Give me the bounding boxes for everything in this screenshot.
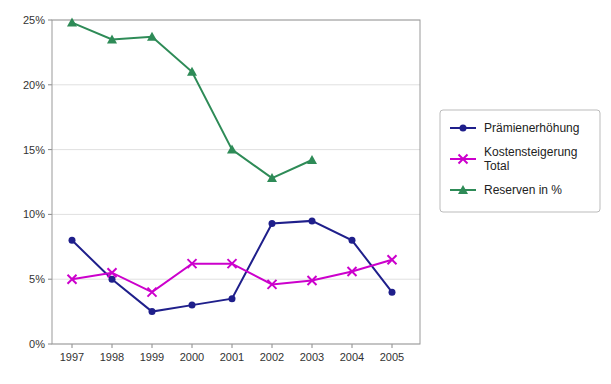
marker — [67, 18, 77, 27]
legend-marker — [460, 125, 467, 132]
y-tick — [48, 279, 52, 280]
x-tick-label: 1999 — [140, 351, 164, 363]
y-tick-label: 20% — [23, 79, 45, 91]
data — [67, 18, 397, 316]
x-tick-label: 1998 — [100, 351, 124, 363]
x-tick — [152, 344, 153, 348]
y-tick-label: 15% — [23, 144, 45, 156]
marker — [348, 267, 357, 276]
y-tick-label: 25% — [23, 14, 45, 26]
y-tick — [48, 214, 52, 215]
grid-line — [52, 84, 420, 85]
marker — [227, 145, 237, 154]
x-tick — [232, 344, 233, 348]
legend-label-line: Total — [484, 159, 509, 173]
x-tick-label: 2002 — [260, 351, 284, 363]
marker — [269, 220, 276, 227]
legend-label-line: Prämienerhöhung — [484, 121, 579, 135]
legend-box — [440, 110, 600, 212]
legend-label-line: Kostensteigerung — [484, 145, 577, 159]
marker — [229, 295, 236, 302]
marker — [149, 308, 156, 315]
series — [68, 255, 397, 296]
y-tick-label: 0% — [29, 338, 45, 350]
grid-line — [52, 149, 420, 150]
y-tick — [48, 20, 52, 21]
x-tick-label: 2004 — [340, 351, 364, 363]
marker — [388, 255, 397, 264]
legend-label: KostensteigerungTotal — [484, 145, 577, 173]
y-tick — [48, 149, 52, 150]
series — [67, 18, 317, 183]
legend-label: Reserven in % — [484, 183, 562, 197]
line — [72, 221, 392, 312]
marker — [268, 280, 277, 289]
line — [72, 260, 392, 292]
marker — [309, 217, 316, 224]
marker — [68, 275, 77, 284]
x-tick-label: 2001 — [220, 351, 244, 363]
marker — [148, 288, 157, 297]
x-tick — [352, 344, 353, 348]
x-tick-label: 1997 — [60, 351, 84, 363]
marker — [389, 289, 396, 296]
marker — [188, 259, 197, 268]
marker — [228, 259, 237, 268]
legend-marker — [459, 155, 468, 164]
x-tick — [192, 344, 193, 348]
y-tick-label: 5% — [29, 273, 45, 285]
y-tick — [48, 84, 52, 85]
series — [69, 217, 396, 315]
legend-label: Prämienerhöhung — [484, 121, 579, 135]
marker — [108, 268, 117, 277]
marker — [267, 173, 277, 182]
x-tick — [272, 344, 273, 348]
plot-frame — [52, 20, 420, 344]
grid-line — [52, 279, 420, 280]
axes: 0% 5% 10% 15% 20% 25% 1997 1998 1999 2000 2001 2002… — [23, 14, 420, 363]
marker — [69, 237, 76, 244]
line — [72, 23, 312, 179]
grid-line — [52, 214, 420, 215]
x-tick — [312, 344, 313, 348]
legend-marker — [458, 185, 468, 194]
marker — [308, 276, 317, 285]
y-tick — [48, 344, 52, 345]
x-tick — [392, 344, 393, 348]
marker — [307, 155, 317, 164]
x-tick — [112, 344, 113, 348]
x-tick-label: 2005 — [380, 351, 404, 363]
x-tick-label: 2003 — [300, 351, 324, 363]
x-tick-label: 2000 — [180, 351, 204, 363]
marker — [109, 276, 116, 283]
chart: 0% 5% 10% 15% 20% 25% 1997 1998 1999 2000 2001 2002… — [0, 0, 611, 384]
marker — [187, 67, 197, 76]
marker — [349, 237, 356, 244]
y-tick-label: 10% — [23, 208, 45, 220]
marker — [147, 32, 157, 41]
marker — [107, 34, 117, 43]
x-tick — [72, 344, 73, 348]
marker — [189, 302, 196, 309]
legend-label-line: Reserven in % — [484, 183, 562, 197]
legend: Prämienerhöhung KostensteigerungTotal Rese… — [440, 110, 600, 212]
